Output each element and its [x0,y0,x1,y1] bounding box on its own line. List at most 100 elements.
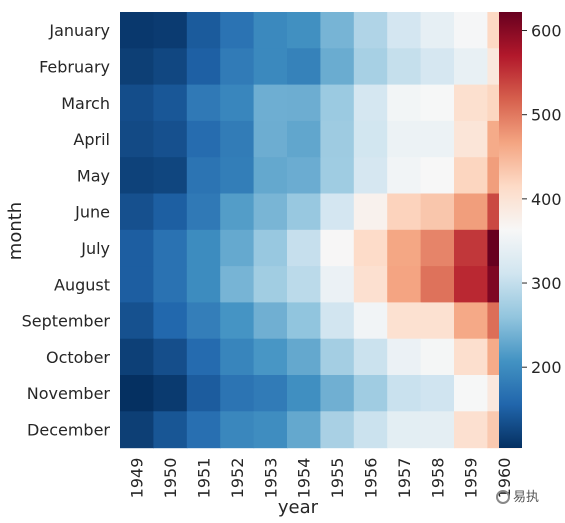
heatmap-cell [353,302,388,340]
heatmap-cell [353,229,388,267]
heatmap-cell [420,48,455,86]
heatmap-cell [320,266,355,303]
heatmap-cell [320,229,355,267]
heatmap-cell [153,120,188,158]
heatmap-cell [220,48,255,86]
year-tick-label: 1950 [161,458,180,499]
heatmap-cell [120,193,154,231]
heatmap-cell [253,302,288,340]
heatmap-cell [186,84,221,122]
heatmap-cell [120,12,154,49]
heatmap-cell [454,84,488,122]
heatmap-cell [420,157,455,195]
heatmap-cell [153,411,188,449]
heatmap-cell [320,193,355,231]
heatmap-cell [186,12,221,49]
heatmap-cell [253,193,288,231]
month-tick-labels: January February March April May June July Augu… [22,21,111,439]
year-tick-label: 1956 [362,458,381,499]
heatmap-cell [186,375,221,412]
month-tick-label: May [77,166,110,185]
heatmap-cell [420,12,455,49]
heatmap-cell [353,157,388,195]
heatmap-cell [120,157,154,195]
heatmap-cell [153,157,188,195]
month-tick-label: July [80,239,110,258]
heatmap-cell [253,157,288,195]
heatmap-cell [120,302,154,340]
heatmap-cell [287,120,321,158]
heatmap-cell [253,84,288,122]
year-tick-label: 1949 [128,458,147,499]
heatmap-cell [253,411,288,449]
heatmap-cell [120,229,154,267]
heatmap-cell [153,193,188,231]
heatmap-cell [387,411,422,449]
heatmap-cell [420,229,455,267]
year-tick-label: 1958 [428,458,447,499]
heatmap-cell [420,411,455,449]
heatmap-cell [220,375,255,412]
year-tick-label: 1954 [295,458,314,499]
heatmap-cell [120,84,154,122]
heatmap-cell [120,266,154,303]
heatmap-cell [186,48,221,86]
heatmap-cell [387,338,422,376]
heatmap-cell [454,338,488,376]
heatmap-cell [420,120,455,158]
heatmap-cell [454,193,488,231]
heatmap-cell [454,266,488,303]
heatmap-cell [454,12,488,49]
heatmap-cell [387,375,422,412]
heatmap-cell [253,12,288,49]
heatmap-cell [320,302,355,340]
year-tick-label: 1952 [228,458,247,499]
heatmap-cell [353,12,388,49]
heatmap-cell [153,266,188,303]
heatmap-cell [320,375,355,412]
heatmap-cell [220,411,255,449]
month-tick-label: August [54,275,110,294]
heatmap-cell [387,157,422,195]
colorbar-tick-label: 300 [531,274,562,293]
heatmap-cell [186,229,221,267]
heatmap-cell [153,338,188,376]
heatmap-cell [186,157,221,195]
heatmap-cell [253,266,288,303]
heatmap-cell [120,120,154,158]
heatmap-cell [153,84,188,122]
heatmap-cell [186,120,221,158]
heatmap-cell [153,302,188,340]
heatmap-cell [353,84,388,122]
heatmap-cell [287,338,321,376]
watermark-text: 易执 [513,490,540,505]
heatmap-cell [120,338,154,376]
heatmap-cell [153,375,188,412]
year-tick-label: 1960 [495,458,514,499]
heatmap-cell [253,229,288,267]
heatmap-cell [454,411,488,449]
heatmap-cell [353,338,388,376]
heatmap-cell [387,84,422,122]
month-tick-label: November [27,384,111,403]
heatmap-cell [186,193,221,231]
heatmap-cell [186,411,221,449]
heatmap-cell [454,157,488,195]
heatmap-cell [220,338,255,376]
heatmap-cell [287,84,321,122]
heatmap-cell [186,266,221,303]
colorbar-tick-label: 200 [531,358,562,377]
heatmap-cell [320,48,355,86]
heatmap-cell [454,229,488,267]
heatmap-cell [320,157,355,195]
heatmap-cell [287,193,321,231]
heatmap-cell [253,120,288,158]
heatmap-cell [420,193,455,231]
heatmap-cell [287,157,321,195]
heatmap-cell [387,120,422,158]
heatmap-cell [153,12,188,49]
x-axis-label: year [278,497,319,518]
heatmap-cell [387,229,422,267]
month-tick-label: February [39,57,110,76]
